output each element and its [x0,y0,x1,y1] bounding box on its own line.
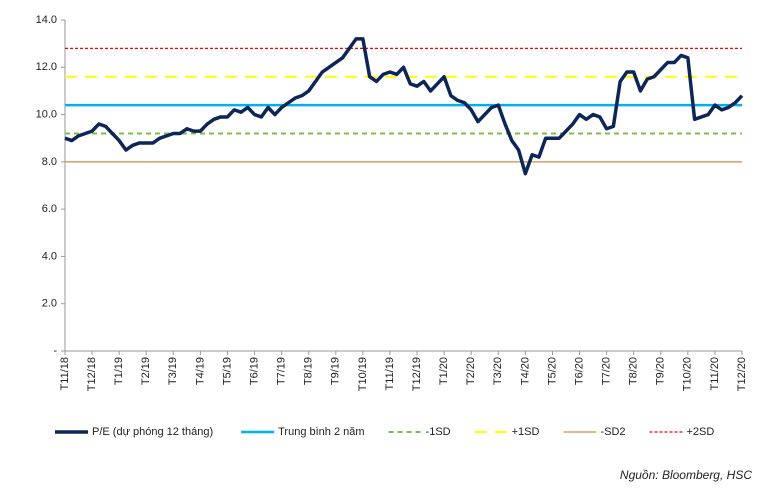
y-tick-label: - [53,345,57,357]
x-tick-label: T9/20 [655,357,667,385]
y-tick-label: 8.0 [42,156,57,168]
legend-label: P/E (dự phóng 12 tháng) [92,426,213,438]
x-tick-label: T5/19 [221,357,233,385]
x-tick-label: T7/20 [601,357,613,385]
x-tick-label: T4/19 [194,357,206,385]
x-tick-label: T9/19 [330,357,342,385]
x-tick-label: T6/19 [248,357,260,385]
x-tick-label: T11/19 [384,357,396,390]
x-tick-label: T8/19 [303,357,315,385]
legend-label: Trung bình 2 năm [278,426,364,438]
y-tick-label: 2.0 [42,298,57,310]
legend-label: +2SD [687,426,715,438]
x-tick-label: T2/20 [465,357,477,385]
x-tick-label: T11/20 [709,357,721,390]
legend-label: -1SD [426,426,451,438]
x-tick-label: T7/19 [276,357,288,385]
x-tick-label: T11/18 [59,357,71,390]
x-tick-label: T3/19 [167,357,179,385]
x-tick-label: T12/19 [411,357,423,391]
x-tick-label: T12/20 [736,357,748,391]
x-tick-label: T10/20 [682,357,694,391]
y-tick-label: 10.0 [36,108,57,120]
x-tick-label: T2/19 [140,357,152,385]
x-tick-label: T5/20 [546,357,558,385]
x-tick-label: T10/19 [357,357,369,391]
x-tick-label: T12/18 [86,357,98,391]
source: Nguồn: Bloomberg, HSC [620,468,752,482]
y-tick-label: 4.0 [42,250,57,262]
x-tick-label: T4/20 [519,357,531,385]
x-tick-label: T1/19 [113,357,125,385]
x-tick-label: T6/20 [573,357,585,385]
pe-line [64,37,744,176]
y-tick-label: 6.0 [42,203,57,215]
x-tick-label: T3/20 [492,357,504,385]
legend-label: +1SD [512,426,540,438]
x-tick-label: T8/20 [628,357,640,385]
x-tick-label: T1/20 [438,357,450,385]
y-tick-label: 14.0 [36,14,57,26]
y-tick-label: 12.0 [36,61,57,73]
legend-label: -SD2 [600,426,625,438]
